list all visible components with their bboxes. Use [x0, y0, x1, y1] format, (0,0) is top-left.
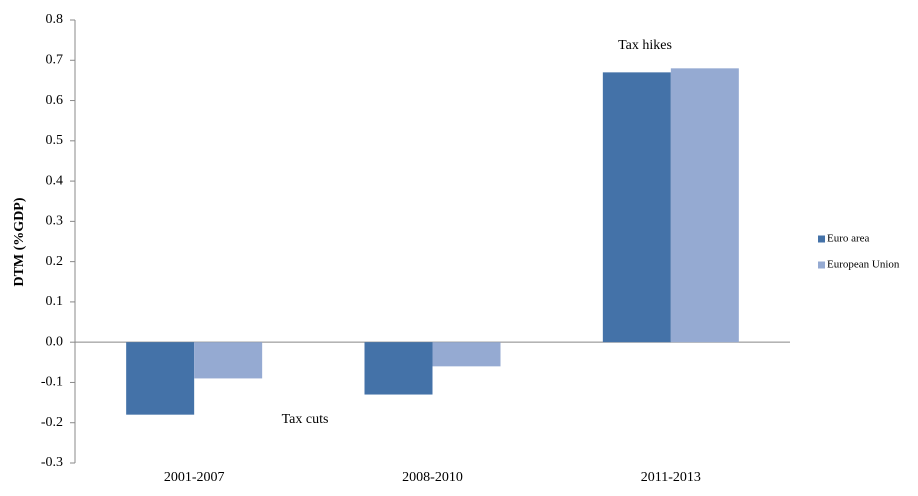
bar [364, 342, 433, 395]
y-tick-label: 0.5 [46, 133, 64, 148]
y-axis-title: DTM (%GDP) [12, 197, 27, 286]
y-tick-label: 0.4 [46, 173, 64, 188]
legend-label: European Union [827, 259, 900, 271]
x-tick-label: 2001-2007 [164, 470, 225, 485]
y-tick-label: -0.1 [41, 375, 63, 390]
y-tick-label: 0.2 [46, 254, 64, 269]
bar [126, 342, 195, 415]
y-tick-label: -0.2 [41, 415, 63, 430]
x-tick-label: 2011-2013 [641, 470, 701, 485]
x-tick-label: 2008-2010 [402, 470, 463, 485]
y-tick-label: -0.3 [41, 455, 63, 470]
legend-swatch [818, 235, 825, 243]
y-tick-label: 0.0 [46, 334, 64, 349]
y-tick-label: 0.7 [46, 52, 64, 67]
legend-swatch [818, 261, 825, 269]
bar [432, 342, 501, 367]
legend-label: Euro area [827, 233, 870, 245]
annotation: Tax cuts [282, 412, 329, 427]
annotation: Tax hikes [618, 38, 672, 53]
y-tick-label: 0.8 [46, 12, 64, 27]
bar [602, 72, 671, 343]
bar [194, 342, 263, 379]
y-tick-label: 0.3 [46, 214, 64, 229]
bar [670, 68, 739, 343]
y-tick-label: 0.1 [46, 294, 64, 309]
y-tick-label: 0.6 [46, 93, 64, 108]
